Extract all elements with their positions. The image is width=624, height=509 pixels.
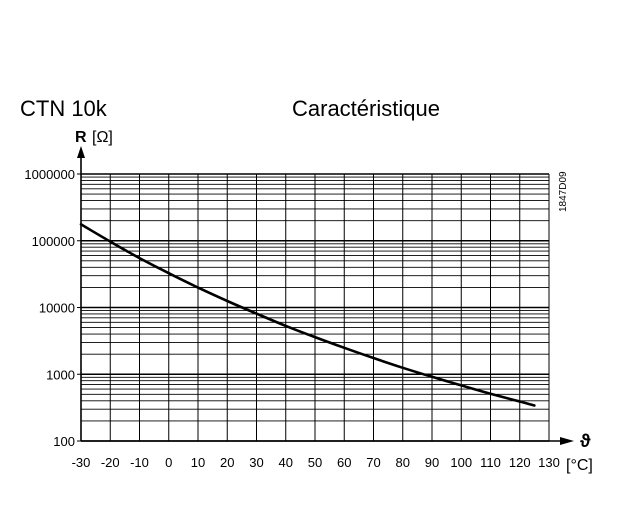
y-axis-arrow xyxy=(77,146,85,158)
y-tick-labels: 1000000 100000 10000 1000 100 xyxy=(24,167,81,449)
x-axis-unit: [°C] xyxy=(566,457,593,474)
x-tick-label: 40 xyxy=(279,455,293,470)
x-tick-label: 80 xyxy=(396,455,410,470)
x-tick-label: 20 xyxy=(220,455,234,470)
x-tick-label: 50 xyxy=(308,455,322,470)
y-tick-label: 100 xyxy=(53,434,75,449)
chart-axes xyxy=(77,146,574,445)
x-tick-label: 70 xyxy=(366,455,380,470)
x-tick-label: 120 xyxy=(509,455,531,470)
chart-title: Caractéristique xyxy=(292,96,440,121)
y-axis-unit: [Ω] xyxy=(92,129,113,146)
x-tick-label: 130 xyxy=(538,455,560,470)
x-tick-label: 110 xyxy=(480,455,501,470)
chart-label-sensor: CTN 10k xyxy=(20,96,107,121)
x-axis-symbol: ϑ xyxy=(580,431,591,451)
x-tick-label: 30 xyxy=(249,455,263,470)
y-tick-label: 10000 xyxy=(39,301,75,316)
x-tick-label: 60 xyxy=(337,455,351,470)
x-tick-label: 10 xyxy=(191,455,205,470)
y-tick-label: 1000 xyxy=(46,367,75,382)
x-tick-label: 0 xyxy=(165,455,172,470)
x-tick-label: -20 xyxy=(101,455,120,470)
y-tick-label: 1000000 xyxy=(24,167,75,182)
x-tick-labels: -30 -20 -10 0 10 20 30 40 50 60 70 80 90 100 110 120 130 xyxy=(72,455,560,470)
x-axis-arrow xyxy=(560,437,574,445)
x-tick-label: 100 xyxy=(450,455,472,470)
series-line-ctn10k xyxy=(79,223,536,407)
x-tick-label: -10 xyxy=(130,455,149,470)
x-tick-label: -30 xyxy=(72,455,91,470)
y-tick-label: 100000 xyxy=(32,234,75,249)
x-tick-label: 90 xyxy=(425,455,439,470)
y-axis-symbol: R xyxy=(75,129,87,146)
chart-grid xyxy=(80,173,550,442)
